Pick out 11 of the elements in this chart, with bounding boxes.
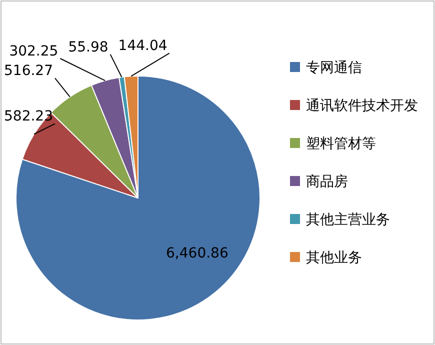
legend-label: 塑料管材等 [306,136,376,152]
legend-label: 专网通信 [306,60,362,76]
legend-label: 其他主营业务 [306,212,390,228]
data-label: 302.25 [9,44,58,60]
legend-label: 商品房 [306,174,348,190]
data-label: 6,460.86 [166,245,228,262]
legend-label: 通讯软件技术开发 [306,98,418,114]
data-label: 55.98 [68,39,108,56]
legend-label: 其他业务 [306,250,362,266]
data-label: 516.27 [4,63,53,80]
data-label: 144.04 [118,38,168,54]
